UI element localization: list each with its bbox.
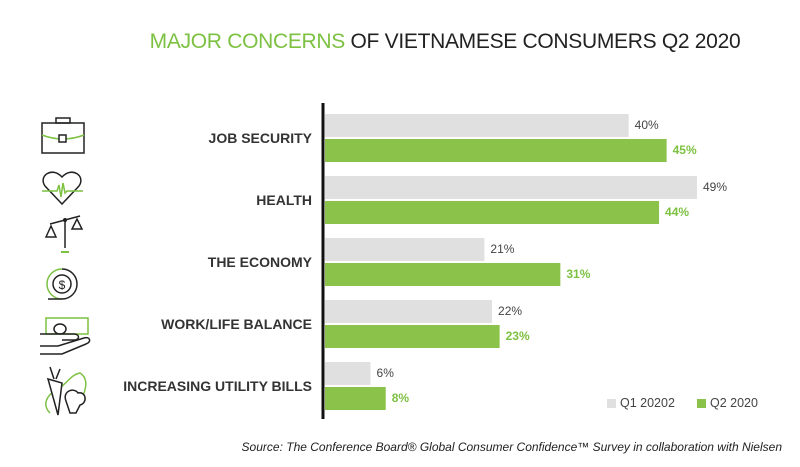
bar-q1 — [325, 176, 697, 199]
heart-pulse-icon — [42, 171, 83, 206]
bar-q2 — [325, 201, 660, 224]
data-label-q1: 21% — [490, 242, 515, 256]
data-label-q2: 31% — [566, 267, 591, 281]
chart-title: MAJOR CONCERNS OF VIETNAMESE CONSUMERS Q… — [0, 30, 800, 54]
hand-money-icon — [40, 317, 91, 355]
bar-q1 — [325, 238, 485, 261]
legend-swatch-q1 — [607, 398, 616, 408]
legend-label-q2: Q2 2020 — [710, 396, 758, 410]
svg-text:$: $ — [59, 278, 66, 292]
bar-q1 — [325, 114, 629, 137]
title-rest: OF VIETNAMESE CONSUMERS Q2 2020 — [344, 30, 741, 53]
legend-item-q2: Q2 2020 — [697, 396, 758, 410]
vegetables-icon — [45, 366, 87, 416]
category-label: INCREASING UTILITY BILLS — [123, 378, 312, 394]
bar-q1 — [325, 300, 493, 323]
data-label-q1: 49% — [703, 180, 728, 194]
legend-swatch-q2 — [697, 398, 706, 408]
bar-q2 — [325, 139, 667, 162]
data-label-q2: 8% — [391, 391, 410, 405]
category-label: WORK/LIFE BALANCE — [161, 316, 312, 332]
legend-item-q1: Q1 20202 — [607, 396, 675, 410]
dollar-cycle-icon: $ — [46, 268, 78, 300]
bar-q1 — [325, 362, 371, 385]
data-label-q2: 45% — [672, 143, 697, 157]
briefcase-icon — [41, 117, 85, 154]
category-label: JOB SECURITY — [208, 130, 312, 146]
data-label-q2: 44% — [665, 205, 690, 219]
legend-label-q1: Q1 20202 — [620, 396, 675, 410]
scale-icon — [44, 215, 84, 253]
data-label-q1: 6% — [376, 366, 394, 380]
data-label-q1: 22% — [498, 304, 523, 318]
title-highlight: MAJOR CONCERNS — [149, 30, 346, 53]
source-note: Source: The Conference Board® Global Con… — [241, 440, 782, 454]
category-label: THE ECONOMY — [207, 254, 312, 270]
bar-q2 — [325, 325, 500, 348]
data-label-q2: 23% — [505, 329, 530, 343]
bar-q2 — [325, 387, 386, 410]
data-label-q1: 40% — [634, 118, 659, 132]
bar-q2 — [325, 263, 561, 286]
category-label: HEALTH — [256, 192, 312, 208]
